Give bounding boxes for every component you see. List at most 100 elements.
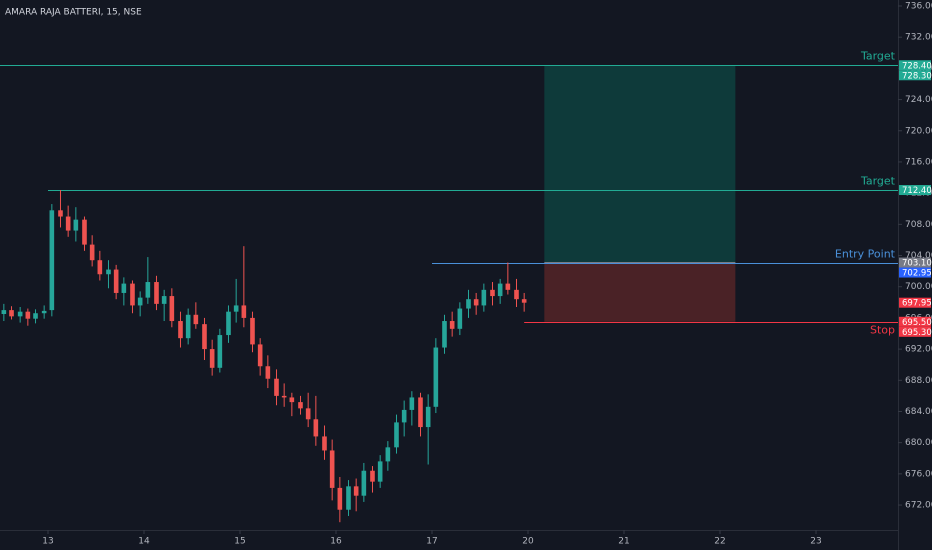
candle-body <box>409 397 415 410</box>
price-badge-label: 728.40 <box>902 61 932 71</box>
candle-body <box>25 311 31 319</box>
candle-body <box>193 314 199 325</box>
candle-body <box>289 397 295 403</box>
x-tick-label: 13 <box>42 537 53 547</box>
candle-body <box>121 283 127 293</box>
candle-body <box>425 406 431 428</box>
candle-body <box>497 283 503 297</box>
candle-body <box>257 344 263 367</box>
candle-body <box>313 419 319 437</box>
candle-body <box>433 347 439 407</box>
price-badge <box>899 60 931 71</box>
candle-body <box>113 269 119 293</box>
candle-body <box>9 310 14 317</box>
candle-body <box>305 408 311 420</box>
candle-body <box>521 299 527 303</box>
price-badge <box>899 316 931 327</box>
candle-body <box>233 305 239 312</box>
price-badge <box>899 297 931 308</box>
candle-body <box>106 269 111 275</box>
candle-body <box>73 219 79 231</box>
level-label: Stop <box>870 324 895 337</box>
candle-body <box>322 436 327 451</box>
candle-body <box>241 305 247 318</box>
level-label: Entry Point <box>835 248 896 261</box>
chart-title: AMARA RAJA BATTERI, 15, NSE <box>5 8 142 18</box>
plot-area: Target Target Entry Point Stop <box>0 50 898 523</box>
y-tick-label: 736.00 <box>905 2 932 12</box>
candle-body <box>377 461 383 482</box>
price-badge-label: 695.30 <box>902 328 932 338</box>
candle-body <box>418 397 423 428</box>
y-tick-label: 676.00 <box>905 469 932 479</box>
price-badge-label: 703.10 <box>902 259 932 269</box>
y-tick-label: 720.00 <box>905 126 932 136</box>
x-tick-label: 22 <box>714 537 725 547</box>
price-badge-label: 697.95 <box>902 299 932 309</box>
candle-body <box>265 366 271 379</box>
profit-zone <box>544 65 736 263</box>
candle-body <box>58 210 63 217</box>
y-tick-label: 700.00 <box>905 282 932 292</box>
price-badge-label: 712.40 <box>902 186 932 196</box>
candle-body <box>466 299 471 309</box>
candle-body <box>33 313 38 319</box>
candle-body <box>226 311 231 336</box>
candle-body <box>185 314 191 339</box>
loss-zone <box>544 262 736 322</box>
candle-body <box>97 260 103 275</box>
candle-body <box>361 470 367 496</box>
candle-body <box>281 395 287 398</box>
x-tick-label: 20 <box>522 537 534 547</box>
candle-body <box>209 349 215 368</box>
candle-body <box>298 402 303 409</box>
x-tick-label: 14 <box>138 537 150 547</box>
candle-body <box>145 282 151 298</box>
y-tick-label: 708.00 <box>905 220 932 230</box>
y-tick-label: 688.00 <box>905 376 932 386</box>
candle-body <box>154 282 159 304</box>
y-tick-label: 724.00 <box>905 95 932 105</box>
candle-body <box>41 310 47 314</box>
x-tick-label: 15 <box>234 537 245 547</box>
x-tick-label: 23 <box>810 537 821 547</box>
candle-body <box>17 311 23 317</box>
price-badge <box>899 326 931 337</box>
candle-body <box>457 308 463 329</box>
candle-body <box>250 317 255 345</box>
price-badge-label: 695.50 <box>902 318 932 328</box>
y-tick-label: 672.00 <box>905 501 932 511</box>
price-badge <box>899 267 931 278</box>
candle-body <box>89 244 95 261</box>
candle-body <box>481 289 487 306</box>
candle-body <box>449 321 455 329</box>
candle-body <box>178 321 183 339</box>
candle-body <box>385 447 391 462</box>
candle-body <box>49 210 55 311</box>
candle-body <box>370 470 375 482</box>
candle-body <box>473 299 479 306</box>
price-badge <box>899 70 931 81</box>
y-tick-label: 704.00 <box>905 251 932 261</box>
y-tick-label: 732.00 <box>905 33 932 43</box>
y-tick-label: 680.00 <box>905 438 932 448</box>
candle-body <box>169 296 175 322</box>
candle-body <box>130 283 135 306</box>
candle-body <box>490 289 495 297</box>
candle-body <box>65 216 71 231</box>
candle-body <box>329 450 335 488</box>
price-badge <box>899 185 931 196</box>
candle-body <box>346 486 351 510</box>
candle-body <box>202 324 207 350</box>
y-tick-label: 716.00 <box>905 157 932 167</box>
price-badge-label: 702.95 <box>902 269 932 279</box>
candle-body <box>1 310 7 315</box>
candle-body <box>274 378 279 396</box>
candle-body <box>337 487 343 510</box>
y-tick-label: 684.00 <box>905 407 932 417</box>
price-badge-label: 728.30 <box>902 71 932 81</box>
candle-body <box>137 297 143 306</box>
